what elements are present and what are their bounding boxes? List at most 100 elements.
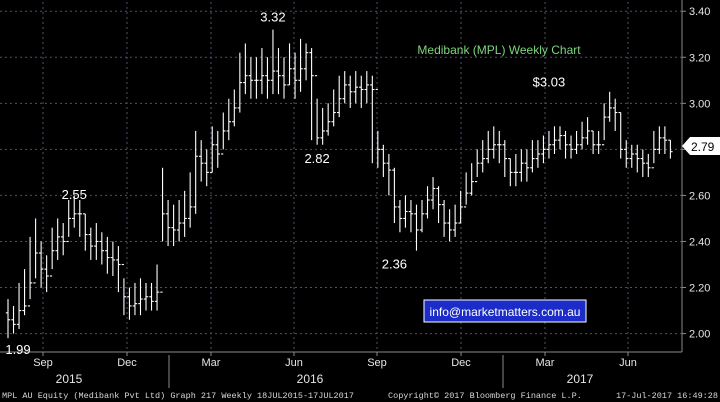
ohlc-bar (33, 218, 38, 284)
y-tick-label: 2.20 (689, 283, 710, 295)
ohlc-bar (226, 98, 231, 141)
last-price-text: 2.79 (691, 140, 715, 154)
price-annotation: 2.36 (382, 257, 407, 272)
ohlc-bar (254, 57, 259, 99)
ohlc-bar (154, 264, 160, 311)
ohlc-bar (83, 213, 88, 251)
ohlc-bar (11, 305, 16, 334)
ohlc-bar (441, 200, 447, 237)
ohlc-bar (590, 130, 596, 154)
ohlc-bar (320, 107, 325, 145)
grid (0, 2, 686, 356)
x-tick-label: Sep (367, 357, 387, 369)
ohlc-bar (535, 140, 541, 168)
ohlc-bar (596, 130, 601, 154)
ohlc-bar (204, 149, 209, 187)
ohlc-bar (425, 186, 430, 219)
ohlc-bar (557, 126, 563, 150)
ohlc-bar (61, 223, 66, 256)
price-tag-shape (682, 137, 720, 155)
ohlc-bar (414, 204, 419, 251)
x-tick-label: Jun (619, 357, 637, 369)
x-tick-label: Jun (285, 357, 303, 369)
ohlc-bar (486, 130, 491, 164)
ohlc-bar (480, 140, 485, 173)
ohlc-bar (530, 140, 535, 173)
ohlc-bar (552, 126, 557, 154)
ohlc-bar (303, 43, 309, 81)
x-tick-label: Mar (202, 357, 221, 369)
ohlc-bar (287, 43, 292, 86)
x-tick-label: Mar (536, 357, 555, 369)
ohlc-bar (237, 52, 243, 113)
ohlc-bar (27, 236, 33, 307)
footer-center: Copyright© 2017 Bloomberg Finance L.P. (388, 391, 582, 401)
ohlc-bar (375, 88, 381, 168)
ohlc-bar (353, 71, 358, 104)
ohlc-bars (5, 29, 673, 339)
ohlc-bar (475, 149, 480, 183)
ohlc-bar (491, 126, 496, 159)
ohlc-bar (640, 149, 645, 177)
ohlc-bar (668, 139, 673, 159)
ohlc-bar (94, 223, 99, 260)
price-annotation: $3.03 (533, 74, 566, 89)
ohlc-bar (585, 117, 590, 145)
ohlc-bar (651, 130, 657, 169)
ohlc-bar (22, 269, 27, 316)
x-tick-label: Dec (451, 357, 471, 369)
ohlc-bar (55, 218, 60, 260)
ohlc-bar (392, 167, 397, 224)
x-tick-label: Sep (33, 357, 53, 369)
ohlc-bar (276, 48, 281, 95)
ohlc-bar (624, 140, 629, 168)
ohlc-bar (127, 287, 132, 320)
ohlc-bar (160, 167, 165, 293)
ohlc-bar (265, 57, 270, 99)
ohlc-bar (331, 89, 336, 127)
ohlc-bar (182, 190, 187, 237)
price-annotation: 2.82 (304, 151, 329, 166)
ohlc-bar (618, 111, 623, 159)
ohlc-bar (221, 112, 226, 155)
ohlc-bar (657, 126, 662, 154)
ohlc-bar (143, 282, 149, 311)
ohlc-bar (292, 52, 298, 99)
year-label: 2017 (567, 372, 594, 386)
x-tick-label: Dec (117, 357, 137, 369)
ohlc-bar (463, 172, 469, 208)
ohlc-bar (519, 149, 524, 182)
ohlc-bar (44, 255, 49, 293)
ohlc-bar (381, 144, 386, 177)
year-labels: 2015 2016 2017 (56, 355, 594, 388)
ohlc-bar (132, 282, 138, 316)
ohlc-bar (646, 153, 651, 177)
ohlc-bar (458, 190, 463, 224)
ohlc-bar (314, 75, 320, 145)
email-box (423, 299, 587, 323)
ohlc-bar (149, 282, 154, 311)
footer: MPL AU Equity (Medibank Pvt Ltd) Graph 2… (2, 391, 718, 401)
ohlc-bar (635, 144, 640, 173)
ohlc-bar (524, 149, 530, 182)
ohlc-bar (193, 130, 198, 214)
price-annotation: 3.32 (260, 10, 285, 25)
y-tick-label: 3.20 (689, 52, 710, 64)
ohlc-bar (452, 204, 458, 237)
ohlc-bar (419, 200, 425, 233)
ohlc-bar (469, 163, 474, 196)
ohlc-bar (110, 241, 116, 277)
year-label: 2015 (56, 372, 83, 386)
email-watermark: info@marketmatters.com.au (423, 299, 587, 323)
y-tick-label: 2.40 (689, 236, 710, 248)
ohlc-bar (176, 200, 182, 242)
ohlc-bar (187, 172, 193, 228)
ohlc-bar (613, 98, 618, 131)
price-annotation: 1.99 (5, 342, 30, 357)
ohlc-bar (77, 200, 82, 237)
ohlc-bar (199, 140, 204, 182)
ohlc-bar (348, 75, 353, 108)
ohlc-bar (248, 57, 254, 99)
ohlc-bar (546, 130, 552, 159)
